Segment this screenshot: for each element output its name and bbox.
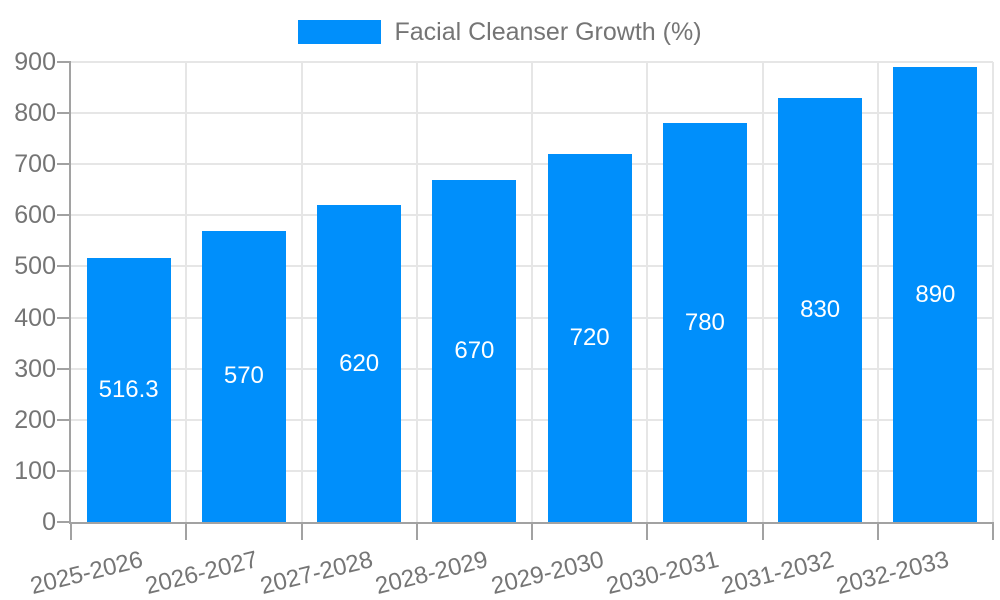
y-axis-tick-label: 0 xyxy=(42,508,56,536)
bar-value-label: 890 xyxy=(915,280,956,308)
x-axis-tick xyxy=(70,522,72,540)
bar[interactable] xyxy=(86,258,171,522)
y-axis-tick-label: 500 xyxy=(14,252,56,281)
x-gridline xyxy=(876,62,879,522)
y-axis-tick xyxy=(57,61,71,63)
y-axis-tick xyxy=(57,163,71,166)
bar[interactable] xyxy=(893,67,978,522)
legend[interactable]: Facial Cleanser Growth (%) xyxy=(0,17,1000,47)
x-axis-tick xyxy=(992,522,994,540)
x-axis-tick xyxy=(876,522,879,540)
x-gridline xyxy=(185,62,188,522)
bar[interactable] xyxy=(317,205,402,522)
y-axis-tick xyxy=(57,469,71,472)
bar-value-label: 720 xyxy=(569,324,610,351)
y-axis-tick-label: 700 xyxy=(14,150,56,179)
legend-label: Facial Cleanser Growth (%) xyxy=(394,18,702,46)
y-axis-tick xyxy=(57,265,71,268)
bar-value-label: 570 xyxy=(223,362,264,390)
x-gridline xyxy=(531,62,533,522)
x-axis-tick xyxy=(531,522,533,540)
x-axis-tick xyxy=(415,522,418,540)
y-axis-tick-label: 800 xyxy=(14,99,56,128)
x-axis-tick xyxy=(185,522,188,540)
bar-value-label: 620 xyxy=(339,349,380,377)
x-gridline xyxy=(992,62,994,522)
bar[interactable] xyxy=(201,230,286,522)
y-axis-tick xyxy=(57,214,71,217)
y-axis-tick-label: 300 xyxy=(14,354,56,383)
bar-value-label: 516.3 xyxy=(98,376,159,404)
x-axis-tick xyxy=(300,522,303,540)
y-axis-tick-label: 600 xyxy=(14,201,56,230)
bar[interactable] xyxy=(432,179,517,522)
y-axis-tick xyxy=(57,367,71,370)
bar[interactable] xyxy=(778,97,863,522)
plot-area: 516.3 570 620 670 720 780 830 890 xyxy=(71,61,994,522)
y-axis-tick xyxy=(57,112,71,115)
y-axis-tick-label: 100 xyxy=(14,456,56,485)
y-axis-tick-label: 200 xyxy=(14,405,56,434)
bar-value-label: 670 xyxy=(454,336,495,364)
bar-value-label: 780 xyxy=(684,308,725,336)
x-gridline xyxy=(415,62,418,522)
y-axis-tick xyxy=(57,418,71,421)
bar[interactable] xyxy=(547,154,632,522)
x-gridline xyxy=(300,62,303,522)
x-axis-tick xyxy=(646,522,649,540)
y-axis-tick-label: 400 xyxy=(14,303,56,332)
x-gridline xyxy=(761,62,764,522)
y-axis-tick xyxy=(57,521,71,523)
bar[interactable] xyxy=(662,123,747,522)
bar-value-label: 830 xyxy=(800,295,841,323)
x-axis-tick xyxy=(761,522,764,540)
legend-swatch xyxy=(298,20,382,44)
y-axis-tick xyxy=(57,316,71,319)
x-axis-line xyxy=(69,522,993,524)
y-axis-tick-label: 900 xyxy=(14,48,56,76)
x-gridline xyxy=(646,62,649,522)
y-axis-line xyxy=(69,62,71,524)
